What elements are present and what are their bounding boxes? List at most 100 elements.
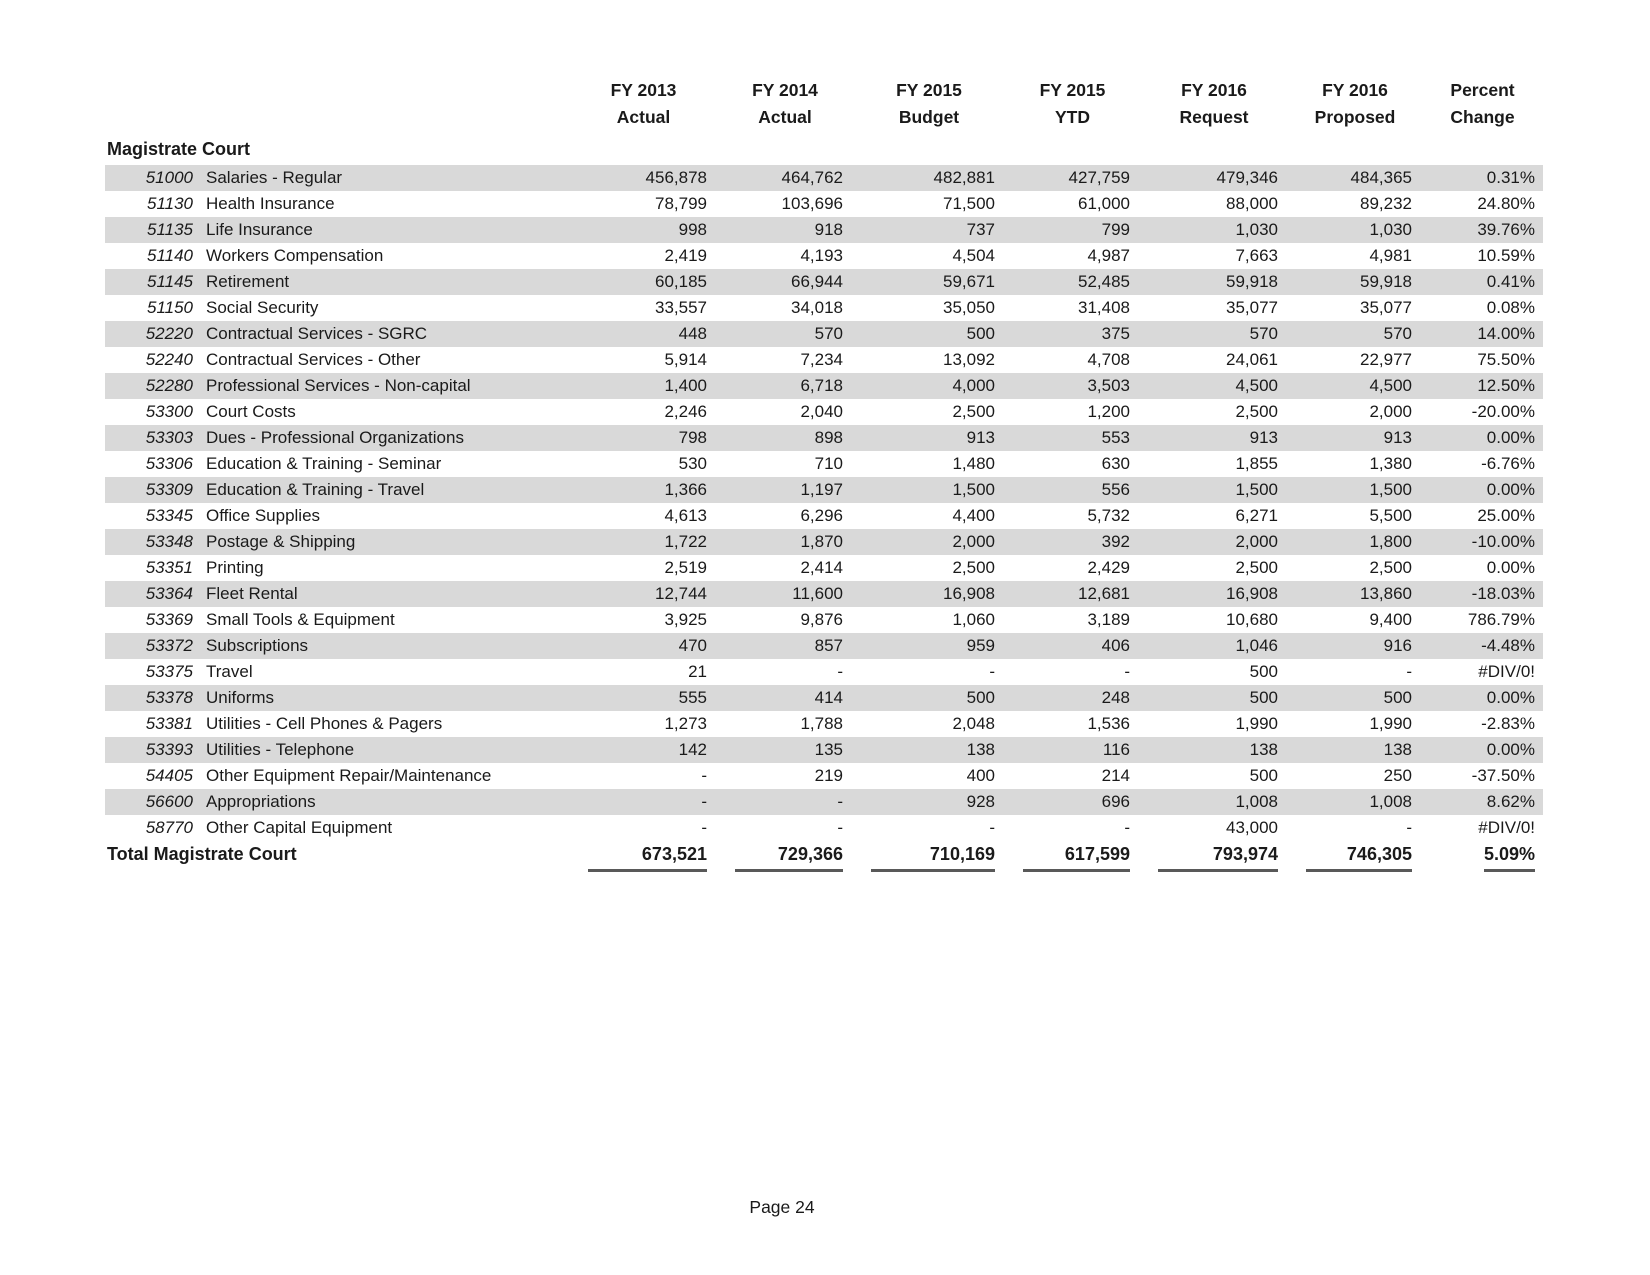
account-code: 53369 — [145, 610, 193, 630]
total-value-cell: 673,521 — [570, 841, 717, 875]
value-cell: 500 — [966, 688, 995, 708]
value-cell: 482,881 — [933, 168, 995, 188]
value-cell: 4,000 — [952, 376, 995, 396]
value-cell: 75.50% — [1477, 350, 1535, 370]
table-row: 53306 Education & Training - Seminar 530 71… — [105, 451, 1543, 477]
value-cell: 0.00% — [1486, 428, 1535, 448]
value-cell: 10.59% — [1477, 246, 1535, 266]
total-value-cell: 729,366 — [717, 841, 853, 875]
value-cell: 66,944 — [791, 272, 843, 292]
value-cell: 2,048 — [952, 714, 995, 734]
value-cell: 1,400 — [664, 376, 707, 396]
value-cell: -37.50% — [1471, 766, 1535, 786]
section-title: Magistrate Court — [107, 139, 251, 160]
value-cell: 913 — [966, 428, 995, 448]
account-code: 53345 — [145, 506, 193, 526]
value-cell: 2,500 — [1235, 558, 1278, 578]
value-cell: 1,500 — [1235, 480, 1278, 500]
value-cell: 0.00% — [1486, 558, 1535, 578]
value-cell: 60,185 — [655, 272, 707, 292]
value-cell: 35,077 — [1360, 298, 1412, 318]
account-label: Professional Services - Non-capital — [206, 376, 471, 396]
value-cell: 1,870 — [800, 532, 843, 552]
value-cell: - — [1124, 662, 1130, 682]
value-cell: 1,990 — [1235, 714, 1278, 734]
account-code: 53348 — [145, 532, 193, 552]
table-row: 53393 Utilities - Telephone 142 135 138 116 13… — [105, 737, 1543, 763]
value-cell: 2,000 — [1369, 402, 1412, 422]
table-row: 51000 Salaries - Regular 456,878 464,762 482… — [105, 165, 1543, 191]
value-cell: 2,414 — [800, 558, 843, 578]
account-label: Workers Compensation — [206, 246, 384, 266]
column-header: FY 2016 Request — [1179, 80, 1249, 127]
value-cell: 1,380 — [1369, 454, 1412, 474]
value-cell: 52,485 — [1078, 272, 1130, 292]
value-cell: 142 — [678, 740, 707, 760]
value-cell: -2.83% — [1481, 714, 1535, 734]
column-header: FY 2016 Proposed — [1314, 80, 1396, 127]
account-label: Salaries - Regular — [206, 168, 343, 188]
table-row: 53348 Postage & Shipping 1,722 1,870 2,000 39… — [105, 529, 1543, 555]
value-cell: 24.80% — [1477, 194, 1535, 214]
value-cell: 570 — [1249, 324, 1278, 344]
value-cell: 59,918 — [1226, 272, 1278, 292]
value-cell: - — [1406, 818, 1412, 838]
value-cell: 24,061 — [1226, 350, 1278, 370]
value-cell: 570 — [1383, 324, 1412, 344]
value-cell: - — [837, 662, 843, 682]
value-cell: 2,246 — [664, 402, 707, 422]
account-label: Printing — [206, 558, 264, 578]
value-cell: 3,925 — [664, 610, 707, 630]
value-cell: 913 — [1249, 428, 1278, 448]
value-cell: 5,732 — [1087, 506, 1130, 526]
table-row: 53372 Subscriptions 470 857 959 406 1,046 916 -4… — [105, 633, 1543, 659]
value-cell: 6,718 — [800, 376, 843, 396]
value-cell: 1,030 — [1235, 220, 1278, 240]
value-cell: 470 — [678, 636, 707, 656]
value-cell: 4,500 — [1369, 376, 1412, 396]
value-cell: 570 — [814, 324, 843, 344]
value-cell: 392 — [1101, 532, 1130, 552]
table-row: 52240 Contractual Services - Other 5,914 7,… — [105, 347, 1543, 373]
total-value-cell: 793,974 — [1140, 841, 1288, 875]
account-label: Fleet Rental — [206, 584, 298, 604]
value-cell: 8.62% — [1486, 792, 1535, 812]
account-label: Retirement — [206, 272, 290, 292]
total-label: Total Magistrate Court — [107, 844, 297, 864]
value-cell: 35,077 — [1226, 298, 1278, 318]
value-cell: 2,500 — [1235, 402, 1278, 422]
value-cell: 21 — [688, 662, 707, 682]
table-row: 51135 Life Insurance 998 918 737 799 1,030 1,03… — [105, 217, 1543, 243]
value-cell: 2,040 — [800, 402, 843, 422]
value-cell: 16,908 — [1226, 584, 1278, 604]
value-cell: 16,908 — [943, 584, 995, 604]
value-cell: 1,366 — [664, 480, 707, 500]
value-cell: 484,365 — [1350, 168, 1412, 188]
account-label: Contractual Services - Other — [206, 350, 421, 370]
total-value-cell: 5.09% — [1422, 841, 1543, 875]
value-cell: 1,855 — [1235, 454, 1278, 474]
column-header: FY 2014 Actual — [752, 80, 818, 127]
value-cell: 1,990 — [1369, 714, 1412, 734]
account-label: Social Security — [206, 298, 319, 318]
value-cell: - — [1124, 818, 1130, 838]
value-cell: 1,722 — [664, 532, 707, 552]
account-code: 53351 — [145, 558, 193, 578]
value-cell: 0.31% — [1486, 168, 1535, 188]
table-row: 53303 Dues - Professional Organizations 79… — [105, 425, 1543, 451]
account-code: 52240 — [145, 350, 193, 370]
value-cell: 4,500 — [1235, 376, 1278, 396]
account-code: 53381 — [145, 714, 193, 734]
table-row: 56600 Appropriations - - 928 696 1,008 1,008 8.6… — [105, 789, 1543, 815]
value-cell: 10,680 — [1226, 610, 1278, 630]
value-cell: 456,878 — [645, 168, 707, 188]
value-cell: 737 — [966, 220, 995, 240]
value-cell: 214 — [1101, 766, 1130, 786]
value-cell: 59,918 — [1360, 272, 1412, 292]
value-cell: 479,346 — [1216, 168, 1278, 188]
budget-table-container: FY 2013 Actual FY 2014 Actual FY 2015 Budget F… — [105, 73, 1543, 875]
value-cell: 2,500 — [952, 558, 995, 578]
value-cell: - — [701, 792, 707, 812]
value-cell: 530 — [678, 454, 707, 474]
value-cell: 1,030 — [1369, 220, 1412, 240]
